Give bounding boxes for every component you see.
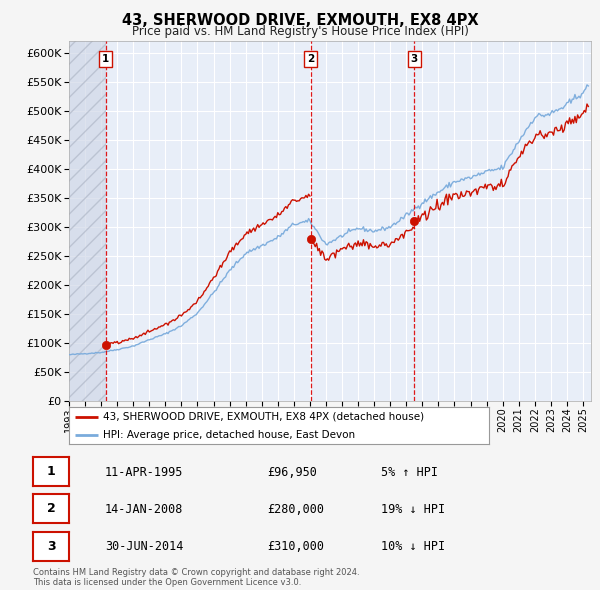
Text: 2: 2 bbox=[307, 54, 314, 64]
Text: 1: 1 bbox=[102, 54, 109, 64]
Text: 43, SHERWOOD DRIVE, EXMOUTH, EX8 4PX: 43, SHERWOOD DRIVE, EXMOUTH, EX8 4PX bbox=[122, 13, 478, 28]
Text: 2: 2 bbox=[47, 502, 55, 516]
Text: 14-JAN-2008: 14-JAN-2008 bbox=[105, 503, 184, 516]
Text: 11-APR-1995: 11-APR-1995 bbox=[105, 466, 184, 479]
Text: 3: 3 bbox=[410, 54, 418, 64]
Text: 43, SHERWOOD DRIVE, EXMOUTH, EX8 4PX (detached house): 43, SHERWOOD DRIVE, EXMOUTH, EX8 4PX (de… bbox=[103, 412, 424, 422]
Text: 5% ↑ HPI: 5% ↑ HPI bbox=[381, 466, 438, 479]
Text: HPI: Average price, detached house, East Devon: HPI: Average price, detached house, East… bbox=[103, 430, 355, 440]
Text: 1: 1 bbox=[47, 465, 55, 478]
Text: 10% ↓ HPI: 10% ↓ HPI bbox=[381, 540, 445, 553]
Text: 30-JUN-2014: 30-JUN-2014 bbox=[105, 540, 184, 553]
Text: £96,950: £96,950 bbox=[267, 466, 317, 479]
Text: 3: 3 bbox=[47, 539, 55, 553]
Text: Contains HM Land Registry data © Crown copyright and database right 2024.
This d: Contains HM Land Registry data © Crown c… bbox=[33, 568, 359, 587]
Text: £310,000: £310,000 bbox=[267, 540, 324, 553]
Bar bbox=[69, 41, 106, 401]
Text: 19% ↓ HPI: 19% ↓ HPI bbox=[381, 503, 445, 516]
Text: Price paid vs. HM Land Registry's House Price Index (HPI): Price paid vs. HM Land Registry's House … bbox=[131, 25, 469, 38]
Text: £280,000: £280,000 bbox=[267, 503, 324, 516]
